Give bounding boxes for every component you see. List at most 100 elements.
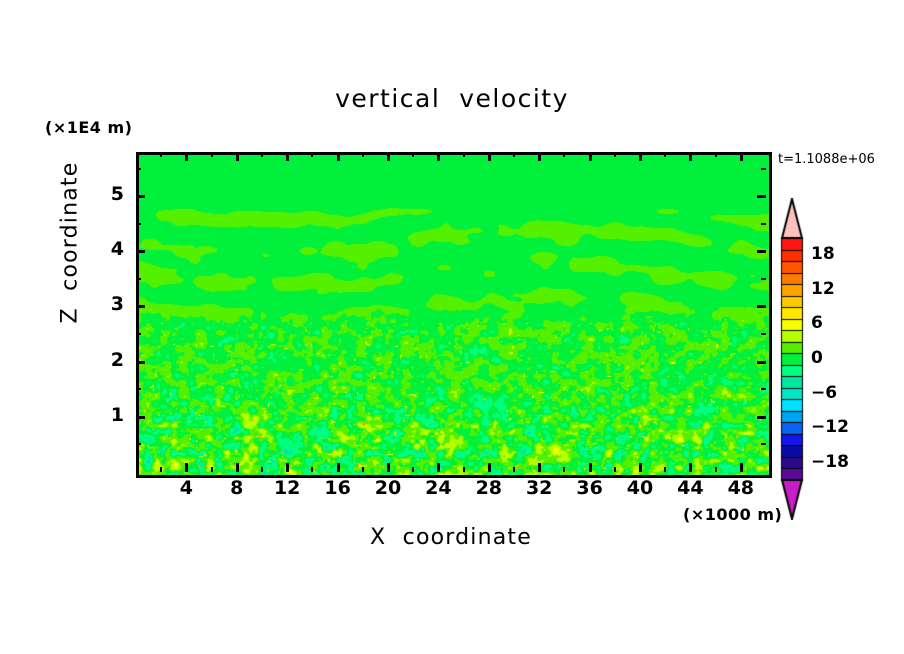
- colorbar-tick-label: 0: [811, 348, 823, 368]
- velocity-field-heatmap: [139, 155, 769, 475]
- x-tick-minor: [463, 467, 465, 472]
- x-tick-major: [286, 463, 289, 472]
- y-tick-minor: [761, 278, 766, 280]
- x-tick-label: 8: [230, 477, 244, 499]
- y-tick-major: [757, 361, 766, 364]
- x-tick-minor: [664, 467, 666, 472]
- x-tick-major: [639, 152, 642, 161]
- x-tick-minor: [563, 152, 565, 157]
- x-tick-major: [740, 152, 743, 161]
- x-tick-major: [236, 152, 239, 161]
- y-tick-major: [136, 195, 145, 198]
- y-tick-label: 5: [110, 183, 124, 206]
- x-tick-major: [689, 152, 692, 161]
- y-tick-major: [757, 416, 766, 419]
- x-tick-minor: [211, 152, 213, 157]
- y-axis-title: Z coordinate: [57, 161, 83, 324]
- x-tick-major: [185, 152, 188, 161]
- x-tick-minor: [563, 467, 565, 472]
- colorbar-tick-label: −6: [811, 382, 838, 403]
- colorbar-tick-label: −18: [811, 451, 849, 472]
- x-tick-minor: [513, 467, 515, 472]
- x-tick-major: [437, 152, 440, 161]
- y-tick-major: [136, 305, 145, 308]
- x-tick-major: [538, 152, 541, 161]
- y-tick-major: [757, 305, 766, 308]
- plot-area[interactable]: [136, 152, 772, 478]
- y-tick-major: [757, 195, 766, 198]
- x-tick-minor: [261, 152, 263, 157]
- x-tick-major: [538, 463, 541, 472]
- x-tick-minor: [412, 467, 414, 472]
- colorbar[interactable]: [779, 198, 805, 520]
- y-tick-minor: [136, 278, 141, 280]
- x-tick-label: 40: [626, 477, 654, 499]
- x-tick-minor: [614, 152, 616, 157]
- x-axis-unit-label: (×1000 m): [683, 505, 783, 524]
- y-tick-minor: [136, 168, 141, 170]
- x-tick-label: 36: [576, 477, 603, 499]
- x-tick-minor: [614, 467, 616, 472]
- x-tick-minor: [715, 152, 717, 157]
- y-tick-label: 3: [110, 293, 124, 316]
- x-tick-minor: [211, 467, 213, 472]
- x-tick-label: 44: [677, 477, 704, 499]
- x-tick-major: [689, 463, 692, 472]
- x-tick-major: [236, 463, 239, 472]
- x-tick-label: 28: [475, 477, 503, 499]
- x-tick-major: [286, 152, 289, 161]
- x-tick-major: [488, 152, 491, 161]
- x-tick-label: 4: [179, 477, 193, 499]
- y-tick-minor: [761, 443, 766, 445]
- y-tick-label: 2: [110, 348, 124, 371]
- x-tick-minor: [160, 152, 162, 157]
- colorbar-tick-label: 12: [811, 278, 835, 299]
- colorbar-gradient: [779, 198, 805, 520]
- x-tick-major: [740, 463, 743, 472]
- x-axis-title: X coordinate: [370, 525, 532, 550]
- x-tick-minor: [362, 467, 364, 472]
- y-tick-major: [136, 250, 145, 253]
- y-tick-major: [757, 250, 766, 253]
- colorbar-tick-label: −12: [811, 417, 849, 438]
- x-tick-major: [337, 152, 340, 161]
- y-tick-minor: [136, 223, 141, 225]
- x-tick-label: 20: [374, 477, 402, 499]
- y-tick-major: [136, 416, 145, 419]
- x-tick-minor: [664, 152, 666, 157]
- x-tick-minor: [463, 152, 465, 157]
- x-tick-minor: [715, 467, 717, 472]
- x-tick-major: [387, 463, 390, 472]
- x-tick-minor: [160, 467, 162, 472]
- x-tick-major: [589, 152, 592, 161]
- x-tick-label: 24: [425, 477, 452, 499]
- y-tick-minor: [761, 333, 766, 335]
- colorbar-tick-label: 18: [811, 244, 835, 265]
- y-tick-minor: [136, 388, 141, 390]
- page-title: vertical velocity: [335, 84, 569, 113]
- colorbar-tick-labels: 18 12 6 0 −6 −12 −18: [811, 198, 871, 520]
- x-tick-major: [337, 463, 340, 472]
- x-tick-minor: [513, 152, 515, 157]
- y-tick-label: 1: [110, 403, 124, 426]
- x-tick-major: [437, 463, 440, 472]
- x-tick-minor: [261, 467, 263, 472]
- x-tick-minor: [362, 152, 364, 157]
- x-tick-label: 32: [525, 477, 553, 499]
- x-tick-minor: [412, 152, 414, 157]
- y-tick-minor: [136, 333, 141, 335]
- x-tick-label: 48: [727, 477, 755, 499]
- timestamp-annotation: t=1.1088e+06: [778, 152, 875, 167]
- x-tick-major: [488, 463, 491, 472]
- y-tick-minor: [761, 168, 766, 170]
- y-tick-minor: [761, 223, 766, 225]
- y-tick-minor: [136, 443, 141, 445]
- x-tick-major: [589, 463, 592, 472]
- x-tick-major: [387, 152, 390, 161]
- x-tick-label: 16: [324, 477, 351, 499]
- y-tick-major: [136, 361, 145, 364]
- x-tick-major: [639, 463, 642, 472]
- colorbar-tick-label: 6: [811, 313, 823, 334]
- x-tick-label: 12: [273, 477, 301, 499]
